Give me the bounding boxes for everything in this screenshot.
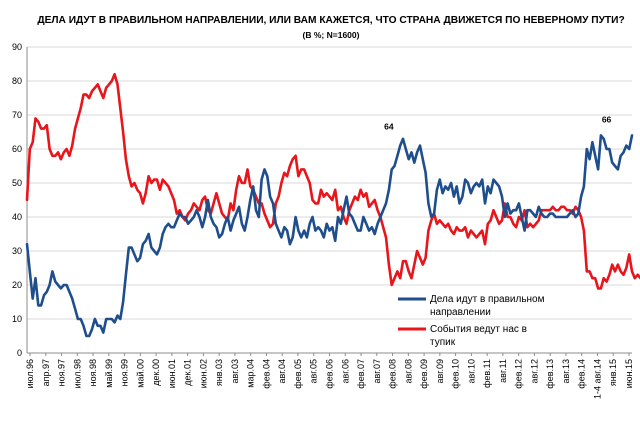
- x-tick-label: мар.04: [246, 359, 256, 388]
- y-tick-label: 0: [17, 348, 22, 358]
- x-tick-label: июн.15: [624, 359, 634, 388]
- x-tick-label: июн.02: [198, 359, 208, 388]
- x-tick-label: июл.98: [72, 359, 82, 388]
- y-tick-label: 80: [12, 76, 22, 86]
- x-tick-label: фев.04: [261, 359, 271, 389]
- x-tick-label: 1-4 авг.14: [592, 359, 602, 399]
- legend-label-negative: События ведут нас в тупик: [430, 323, 530, 348]
- x-tick-label: дек.01: [183, 359, 193, 386]
- x-tick-label: фев.08: [388, 359, 398, 389]
- x-tick-label: авг.12: [529, 359, 539, 383]
- x-tick-label: янв.03: [214, 359, 224, 386]
- x-tick-label: фев.11: [482, 359, 492, 388]
- series-line-positive: [25, 134, 634, 338]
- y-tick-label: 70: [12, 110, 22, 120]
- legend-label-negative-line1: События ведут нас в: [430, 323, 527, 335]
- x-tick-label: апр.97: [41, 359, 51, 386]
- data-label: 64: [384, 121, 394, 131]
- chart-subtitle: (В %; N=1600): [303, 30, 360, 40]
- legend: Дела идут в правильном направлении Событ…: [398, 294, 547, 348]
- x-tick-label: ноя.98: [88, 359, 98, 386]
- x-tick-label: авг.06: [340, 359, 350, 383]
- legend-label-positive: Дела идут в правильном направлении: [430, 294, 547, 318]
- y-tick-label: 60: [12, 144, 22, 154]
- x-tick-label: фев.06: [325, 359, 335, 389]
- y-tick-label: 90: [12, 42, 22, 52]
- x-tick-label: фев.14: [577, 359, 587, 389]
- y-tick-label: 50: [12, 178, 22, 188]
- y-tick-label: 40: [12, 212, 22, 222]
- x-tick-label: июн.01: [167, 359, 177, 388]
- y-tick-label: 30: [12, 246, 22, 256]
- x-tick-label: дек.00: [151, 359, 161, 386]
- annotations: 646664: [384, 115, 612, 132]
- data-label: 66: [602, 115, 612, 125]
- series-group: [25, 72, 640, 338]
- y-axis: 0 10 20 30 40 50 60 70 80 90: [12, 42, 28, 358]
- y-tick-label: 10: [12, 314, 22, 324]
- series-line-negative: [25, 72, 640, 290]
- x-tick-label: фев.09: [419, 359, 429, 389]
- x-axis: июл.96 апр.97 ноя.97 июл.98 ноя.98 май.99 ноя.…: [25, 352, 634, 399]
- x-tick-label: июл.96: [25, 359, 35, 388]
- x-tick-label: авг.11: [498, 359, 508, 383]
- x-tick-label: авг.09: [435, 359, 445, 383]
- y-tick-label: 20: [12, 280, 22, 290]
- x-tick-label: авг.07: [372, 359, 382, 383]
- legend-label-positive-line1: Дела идут в правильном: [430, 294, 545, 305]
- x-tick-label: ноя.97: [57, 359, 67, 386]
- x-tick-label: авг.08: [403, 359, 413, 383]
- x-tick-label: фев.12: [514, 359, 524, 389]
- chart-title: ДЕЛА ИДУТ В ПРАВИЛЬНОМ НАПРАВЛЕНИИ, ИЛИ …: [37, 15, 624, 26]
- x-tick-label: ноя.99: [120, 359, 130, 386]
- x-tick-label: май.00: [135, 359, 145, 388]
- x-tick-label: май.99: [104, 359, 114, 388]
- x-tick-label: фев.05: [293, 359, 303, 389]
- x-tick-label: авг.13: [561, 359, 571, 383]
- x-tick-label: авг.04: [277, 359, 287, 383]
- legend-label-negative-line2: тупик: [430, 337, 456, 348]
- x-tick-label: янв.15: [608, 359, 618, 386]
- x-tick-label: авг.03: [230, 359, 240, 383]
- x-tick-label: фев.10: [451, 359, 461, 389]
- x-tick-label: авг.10: [466, 359, 476, 383]
- x-tick-label: фев.13: [545, 359, 555, 389]
- legend-label-positive-line2: направлении: [430, 307, 491, 318]
- x-tick-label: авг.05: [309, 359, 319, 383]
- x-tick-label: фев.07: [356, 359, 366, 389]
